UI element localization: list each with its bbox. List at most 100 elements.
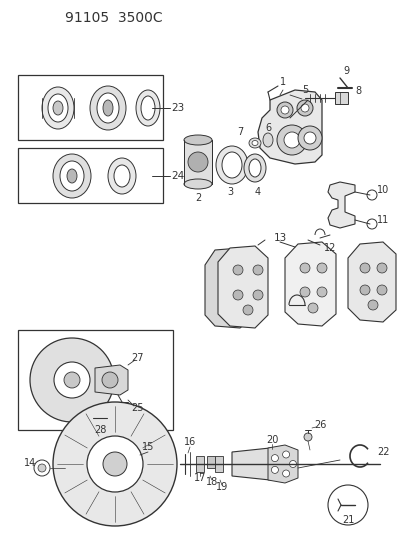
Bar [18, 148, 163, 203]
Polygon shape [184, 140, 212, 184]
Ellipse shape [103, 100, 113, 116]
Circle shape [38, 464, 46, 472]
Circle shape [284, 132, 300, 148]
Polygon shape [205, 248, 252, 328]
Circle shape [188, 152, 208, 172]
Text: 26: 26 [314, 420, 326, 430]
Ellipse shape [141, 96, 155, 120]
Circle shape [282, 451, 290, 458]
Text: 7: 7 [237, 127, 243, 137]
Circle shape [360, 263, 370, 273]
Ellipse shape [252, 141, 258, 146]
Circle shape [233, 265, 243, 275]
Ellipse shape [184, 179, 212, 189]
Bar [18, 330, 173, 430]
Circle shape [253, 265, 263, 275]
Circle shape [367, 190, 377, 200]
Ellipse shape [48, 94, 68, 122]
Circle shape [271, 455, 278, 462]
Ellipse shape [90, 86, 126, 130]
Text: 11: 11 [377, 215, 389, 225]
Text: 5: 5 [302, 85, 308, 95]
Ellipse shape [244, 154, 266, 182]
Circle shape [360, 285, 370, 295]
Circle shape [328, 485, 368, 525]
Circle shape [300, 287, 310, 297]
Circle shape [253, 290, 263, 300]
Circle shape [53, 402, 177, 526]
Polygon shape [348, 242, 396, 322]
Text: 1: 1 [280, 77, 286, 87]
Circle shape [243, 305, 253, 315]
Text: 6: 6 [265, 123, 271, 133]
Ellipse shape [97, 93, 119, 123]
Ellipse shape [42, 87, 74, 129]
Circle shape [102, 372, 118, 388]
Circle shape [308, 303, 318, 313]
Circle shape [290, 461, 297, 467]
Circle shape [282, 470, 290, 477]
Polygon shape [328, 182, 355, 228]
Text: 27: 27 [132, 353, 144, 363]
Text: 15: 15 [142, 442, 154, 452]
Polygon shape [335, 92, 348, 104]
Polygon shape [218, 246, 268, 328]
Text: 4: 4 [255, 187, 261, 197]
Circle shape [233, 290, 243, 300]
Bar [207, 456, 215, 468]
Text: 14: 14 [24, 458, 36, 468]
Text: 17: 17 [194, 473, 206, 483]
Circle shape [281, 106, 289, 114]
Circle shape [367, 219, 377, 229]
Ellipse shape [216, 146, 248, 184]
Text: 20: 20 [266, 435, 278, 445]
Circle shape [297, 100, 313, 116]
Circle shape [304, 132, 316, 144]
Text: 19: 19 [216, 482, 228, 492]
Text: 18: 18 [206, 477, 218, 487]
Ellipse shape [114, 165, 130, 187]
Ellipse shape [249, 159, 261, 177]
Polygon shape [258, 90, 322, 164]
Text: 2: 2 [195, 193, 201, 203]
Circle shape [34, 460, 50, 476]
Circle shape [271, 466, 278, 473]
Bar [196, 456, 204, 472]
Ellipse shape [136, 90, 160, 126]
Circle shape [368, 300, 378, 310]
Polygon shape [285, 242, 336, 326]
Circle shape [103, 452, 127, 476]
Text: 91105  3500C: 91105 3500C [65, 11, 163, 25]
Circle shape [64, 372, 80, 388]
Circle shape [300, 263, 310, 273]
Ellipse shape [53, 101, 63, 115]
Circle shape [87, 436, 143, 492]
Polygon shape [268, 445, 298, 483]
Text: 9: 9 [343, 66, 349, 76]
Text: 23: 23 [171, 103, 185, 113]
Text: 16: 16 [184, 437, 196, 447]
Ellipse shape [60, 161, 84, 191]
Text: 21: 21 [342, 515, 354, 525]
Circle shape [377, 263, 387, 273]
Circle shape [317, 287, 327, 297]
Text: 13: 13 [273, 233, 287, 243]
Polygon shape [232, 448, 292, 480]
Ellipse shape [184, 135, 212, 145]
Text: 28: 28 [94, 425, 106, 435]
Text: 3: 3 [227, 187, 233, 197]
Text: 22: 22 [377, 447, 389, 457]
Text: 25: 25 [132, 403, 144, 413]
Circle shape [30, 338, 114, 422]
Circle shape [298, 126, 322, 150]
Ellipse shape [67, 169, 77, 183]
Text: 10: 10 [377, 185, 389, 195]
Ellipse shape [263, 133, 273, 147]
Polygon shape [95, 365, 128, 395]
Text: 12: 12 [324, 243, 336, 253]
Ellipse shape [53, 154, 91, 198]
Ellipse shape [108, 158, 136, 194]
Text: 24: 24 [171, 171, 185, 181]
Circle shape [54, 362, 90, 398]
Ellipse shape [249, 138, 261, 148]
